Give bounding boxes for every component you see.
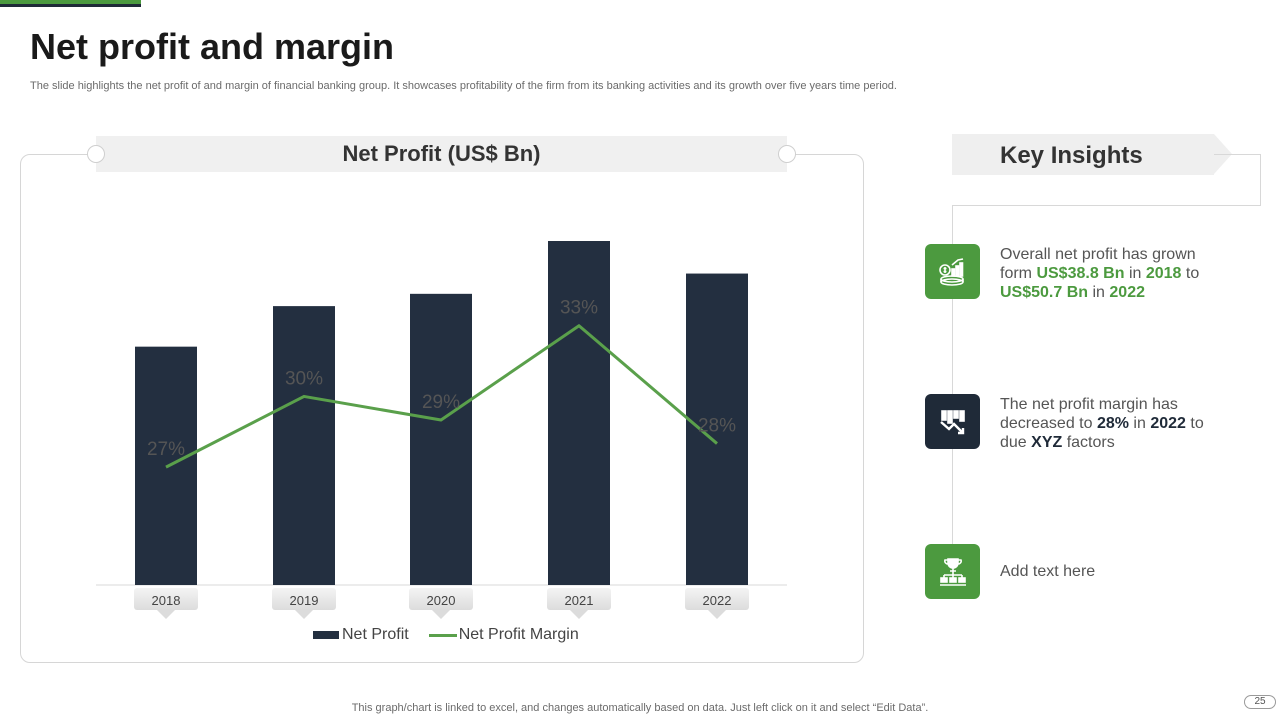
- insight-text-1: Overall net profit has grown form US$38.…: [1000, 245, 1230, 302]
- insight-text-3: Add text here: [1000, 562, 1230, 581]
- bars-layer: [135, 241, 748, 585]
- insight-1-segment: in: [1088, 284, 1110, 301]
- x-tick-label: 2020: [427, 593, 456, 608]
- insight-1-segment: in: [1124, 265, 1146, 282]
- x-tick-label: 2021: [565, 593, 594, 608]
- bar-2020[interactable]: [410, 293, 472, 585]
- x-tick-tab-2022: [685, 588, 749, 619]
- legend-net-profit: Net Profit: [342, 626, 409, 643]
- insight-1-segment: US$50.7 Bn: [1000, 284, 1089, 301]
- x-tick-tab-2021: [547, 588, 611, 619]
- connector-line: [952, 205, 1261, 206]
- legend-net-profit-margin: Net Profit Margin: [458, 626, 579, 643]
- insight-2-segment: to due: [1000, 415, 1204, 451]
- bar-2022[interactable]: [686, 273, 748, 585]
- net-profit-margin-line: [165, 324, 718, 469]
- insight-2-segment: 2022: [1150, 415, 1186, 432]
- chart-legend: Net Profit Net Profit Margin: [313, 626, 579, 644]
- margin-data-label: 30%: [285, 368, 323, 389]
- insight-2-segment: in: [1128, 415, 1151, 432]
- insight-2-segment: The net profit margin has decreased to: [1000, 396, 1178, 432]
- margin-labels-layer: 27% 30% 29% 33% 28%: [147, 298, 736, 460]
- x-tick-label: 2019: [290, 593, 319, 608]
- page-title: Net profit and margin: [30, 26, 395, 67]
- legend-line-swatch: [428, 633, 457, 637]
- insight-1-segment: Overall net profit has grown form: [1000, 246, 1196, 282]
- page-number: 25: [1244, 695, 1276, 709]
- insight-text-2: The net profit margin has decreased to 2…: [1000, 395, 1230, 452]
- declining-chart-icon: [925, 394, 980, 449]
- x-tick-tab-2019: [272, 588, 336, 619]
- margin-data-label: 27%: [147, 439, 185, 460]
- footer-note: This graph/chart is linked to excel, and…: [351, 702, 929, 714]
- x-tick-label: 2022: [703, 593, 732, 608]
- insights-title: Key Insights: [1000, 142, 1143, 169]
- connector-line: [952, 205, 953, 575]
- insight-2-segment: XYZ: [1031, 434, 1063, 451]
- frame-pin-left: [87, 145, 105, 163]
- money-growth-icon: [925, 244, 980, 299]
- chart-title: Net Profit (US$ Bn): [342, 141, 541, 166]
- x-tick-tab-2020: [409, 588, 473, 619]
- trophy-hierarchy-icon: [925, 544, 980, 599]
- legend-bar-swatch: [313, 631, 339, 639]
- x-tick-label: 2018: [152, 593, 181, 608]
- insight-1-segment: 2018: [1145, 265, 1182, 282]
- margin-data-label: 33%: [560, 298, 598, 319]
- bar-2019[interactable]: [273, 306, 335, 585]
- x-tick-tab-2018: [134, 588, 198, 619]
- connector-line: [1214, 154, 1261, 155]
- bar-2021[interactable]: [548, 241, 610, 585]
- margin-data-label: 29%: [422, 392, 460, 413]
- insight-1-segment: 2022: [1109, 284, 1145, 301]
- page-subtitle: The slide highlights the net profit of a…: [30, 80, 897, 92]
- top-accent-dark-bar: [0, 4, 141, 7]
- connector-line: [1260, 154, 1261, 206]
- insight-2-segment: factors: [1062, 434, 1115, 451]
- frame-pin-right: [778, 145, 796, 163]
- margin-data-label: 28%: [698, 416, 736, 437]
- insights-header-bar: [952, 134, 1214, 175]
- insight-1-segment: to: [1181, 265, 1200, 282]
- x-axis-tabs: 2018 2019 2020 2021 2022: [134, 588, 749, 619]
- insight-1-segment: US$38.8 Bn: [1036, 265, 1125, 282]
- insight-2-segment: 28%: [1096, 415, 1129, 432]
- chart-title-bar: [96, 136, 787, 172]
- insight-3-segment: Add text here: [1000, 563, 1096, 580]
- top-accent-green-bar: [0, 0, 141, 4]
